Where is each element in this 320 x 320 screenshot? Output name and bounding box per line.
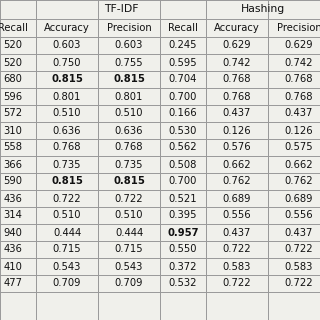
Text: 0.166: 0.166 [169, 108, 197, 118]
Text: 0.762: 0.762 [223, 177, 251, 187]
Text: 0.444: 0.444 [115, 228, 143, 237]
Text: 0.722: 0.722 [53, 194, 81, 204]
Text: 0.689: 0.689 [223, 194, 251, 204]
Text: 0.722: 0.722 [223, 244, 251, 254]
Text: 0.709: 0.709 [115, 278, 143, 289]
Text: 0.583: 0.583 [223, 261, 251, 271]
Text: 0.735: 0.735 [115, 159, 143, 170]
Text: 0.562: 0.562 [169, 142, 197, 153]
Text: TF-IDF: TF-IDF [104, 4, 138, 14]
Text: 940: 940 [4, 228, 22, 237]
Text: 0.689: 0.689 [285, 194, 313, 204]
Text: 0.815: 0.815 [113, 177, 145, 187]
Text: 0.722: 0.722 [115, 194, 143, 204]
Text: 0.755: 0.755 [115, 58, 143, 68]
Text: 0.722: 0.722 [285, 244, 313, 254]
Text: 436: 436 [4, 244, 22, 254]
Text: 0.801: 0.801 [53, 92, 81, 101]
Text: 0.957: 0.957 [167, 228, 199, 237]
Text: 0.550: 0.550 [169, 244, 197, 254]
Text: 558: 558 [4, 142, 22, 153]
Text: 0.815: 0.815 [113, 75, 145, 84]
Text: 0.735: 0.735 [53, 159, 81, 170]
Text: 0.722: 0.722 [285, 278, 313, 289]
Text: 0.595: 0.595 [169, 58, 197, 68]
Text: 0.662: 0.662 [285, 159, 313, 170]
Text: 0.510: 0.510 [53, 108, 81, 118]
Text: 0.372: 0.372 [169, 261, 197, 271]
Text: 0.636: 0.636 [115, 125, 143, 135]
Text: 0.629: 0.629 [223, 41, 251, 51]
Text: 0.583: 0.583 [285, 261, 313, 271]
Text: 0.742: 0.742 [223, 58, 251, 68]
Text: 0.556: 0.556 [223, 211, 251, 220]
Text: 0.815: 0.815 [51, 177, 83, 187]
Text: 0.742: 0.742 [285, 58, 313, 68]
Text: 596: 596 [4, 92, 23, 101]
Text: 0.750: 0.750 [53, 58, 81, 68]
Text: 572: 572 [4, 108, 23, 118]
Text: 0.768: 0.768 [223, 92, 251, 101]
Text: 0.532: 0.532 [169, 278, 197, 289]
Text: 0.437: 0.437 [285, 108, 313, 118]
Text: 0.709: 0.709 [53, 278, 81, 289]
Text: 314: 314 [4, 211, 22, 220]
Text: 0.510: 0.510 [53, 211, 81, 220]
Text: 0.715: 0.715 [53, 244, 81, 254]
Text: 0.768: 0.768 [285, 75, 313, 84]
Text: 0.576: 0.576 [223, 142, 251, 153]
Text: 310: 310 [4, 125, 22, 135]
Text: 477: 477 [4, 278, 22, 289]
Text: 0.395: 0.395 [169, 211, 197, 220]
Text: 520: 520 [4, 41, 22, 51]
Text: Hashing: Hashing [241, 4, 285, 14]
Text: 0.575: 0.575 [285, 142, 313, 153]
Text: 0.815: 0.815 [51, 75, 83, 84]
Text: 0.700: 0.700 [169, 92, 197, 101]
Text: 0.722: 0.722 [223, 278, 251, 289]
Text: 520: 520 [4, 58, 22, 68]
Text: 0.704: 0.704 [169, 75, 197, 84]
Text: 0.629: 0.629 [285, 41, 313, 51]
Text: 0.530: 0.530 [169, 125, 197, 135]
Text: 0.603: 0.603 [115, 41, 143, 51]
Text: 0.437: 0.437 [285, 228, 313, 237]
Text: 436: 436 [4, 194, 22, 204]
Text: 0.700: 0.700 [169, 177, 197, 187]
Text: 0.126: 0.126 [223, 125, 251, 135]
Text: 0.508: 0.508 [169, 159, 197, 170]
Text: Accuracy: Accuracy [214, 23, 260, 33]
Text: 680: 680 [4, 75, 22, 84]
Text: 0.768: 0.768 [115, 142, 143, 153]
Text: 590: 590 [4, 177, 22, 187]
Text: 0.636: 0.636 [53, 125, 81, 135]
Text: 0.662: 0.662 [223, 159, 251, 170]
Text: Recall: Recall [0, 23, 28, 33]
Text: 0.444: 0.444 [53, 228, 81, 237]
Text: 0.510: 0.510 [115, 108, 143, 118]
Text: 0.768: 0.768 [53, 142, 81, 153]
Text: 0.603: 0.603 [53, 41, 81, 51]
Text: 0.521: 0.521 [169, 194, 197, 204]
Text: 0.510: 0.510 [115, 211, 143, 220]
Text: 410: 410 [4, 261, 22, 271]
Text: 0.801: 0.801 [115, 92, 143, 101]
Text: 0.245: 0.245 [169, 41, 197, 51]
Text: Precision: Precision [276, 23, 320, 33]
Text: 0.543: 0.543 [115, 261, 143, 271]
Text: 0.543: 0.543 [53, 261, 81, 271]
Text: Recall: Recall [168, 23, 198, 33]
Text: 0.126: 0.126 [285, 125, 313, 135]
Text: 366: 366 [4, 159, 22, 170]
Text: 0.556: 0.556 [285, 211, 313, 220]
Text: Accuracy: Accuracy [44, 23, 90, 33]
Text: 0.762: 0.762 [285, 177, 313, 187]
Text: Precision: Precision [107, 23, 151, 33]
Text: 0.437: 0.437 [223, 228, 251, 237]
Text: 0.437: 0.437 [223, 108, 251, 118]
Text: 0.768: 0.768 [285, 92, 313, 101]
Text: 0.715: 0.715 [115, 244, 143, 254]
Text: 0.768: 0.768 [223, 75, 251, 84]
